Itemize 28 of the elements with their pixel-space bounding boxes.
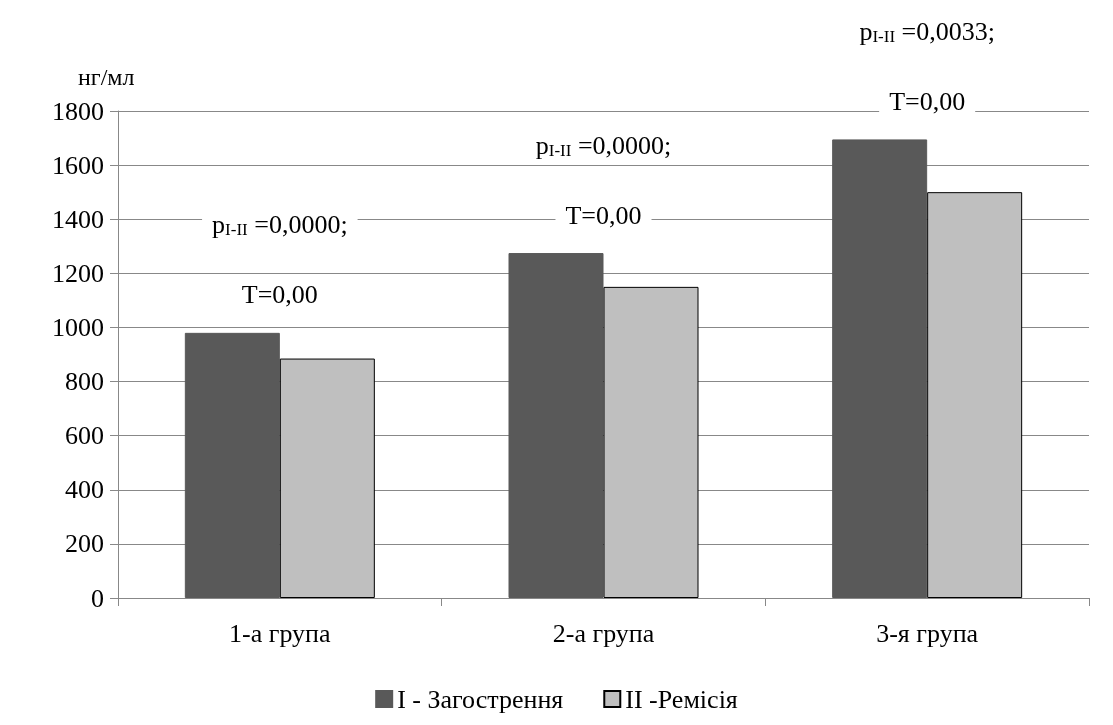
legend-label: I - Загострення bbox=[397, 684, 564, 714]
y-tick-label: 600 bbox=[65, 421, 104, 451]
y-tick-label: 1200 bbox=[52, 258, 104, 288]
x-tick-label: 1-а група bbox=[229, 618, 332, 648]
bar bbox=[279, 358, 375, 598]
annotation: T=0,00 bbox=[889, 86, 966, 116]
y-tick-label: 1400 bbox=[52, 204, 104, 234]
y-tick-label: 1000 bbox=[52, 312, 104, 342]
x-tick-label: 2-а група bbox=[552, 618, 655, 648]
y-tick-label: 0 bbox=[91, 583, 104, 613]
y-tick-label: 1600 bbox=[52, 150, 104, 180]
y-tick-label: 400 bbox=[65, 475, 104, 505]
bar bbox=[832, 139, 928, 598]
y-axis-title: нг/мл bbox=[78, 64, 135, 90]
y-tick-label: 200 bbox=[65, 529, 104, 559]
bar bbox=[603, 286, 699, 598]
text: pI-II =0,0033; bbox=[859, 16, 995, 46]
bar bbox=[927, 192, 1023, 598]
annotation: pI-II =0,0000; bbox=[535, 130, 672, 160]
annotation: pI-II =0,0000; bbox=[212, 210, 348, 240]
x-tick-label: 3-я група bbox=[876, 618, 979, 648]
annotation: T=0,00 bbox=[565, 200, 642, 230]
y-tick-label: 800 bbox=[65, 367, 104, 397]
annotation: T=0,00 bbox=[241, 280, 318, 310]
legend-label: II -Ремісія bbox=[625, 684, 738, 714]
bar bbox=[184, 332, 280, 598]
y-tick-label: 1800 bbox=[52, 96, 104, 126]
bar bbox=[508, 253, 604, 598]
